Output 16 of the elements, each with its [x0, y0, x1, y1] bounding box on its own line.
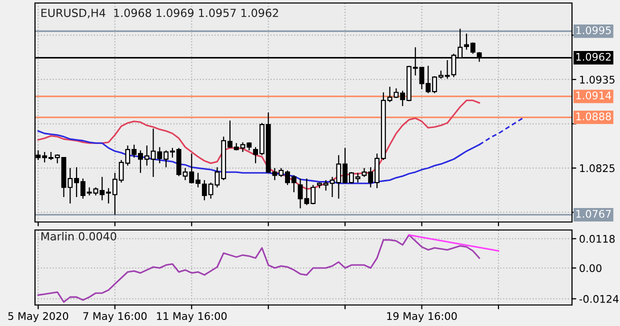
ref-line-label: 1.0914 — [576, 92, 612, 100]
y-tick-label: -0.0124 — [579, 295, 619, 303]
x-tick-label: 11 May 16:00 — [157, 312, 227, 322]
y-tick-label: 0.00 — [580, 264, 602, 272]
y-tick-label: 1.0825 — [580, 164, 614, 172]
ref-line-label: 1.0962 — [576, 52, 611, 61]
x-tick-label: 5 May 2020 — [8, 312, 68, 322]
x-tick-label: 19 May 16:00 — [387, 312, 457, 322]
ref-line-label: 1.0995 — [576, 26, 611, 34]
chart-title: Marlin 0.0040 — [41, 232, 116, 240]
y-tick-label: 1.0935 — [580, 76, 614, 84]
chart-title: EURUSD,H4 1.0968 1.0969 1.0957 1.0962 — [41, 8, 278, 18]
x-tick-label: 7 May 16:00 — [83, 312, 147, 322]
ref-line-label: 1.0767 — [576, 210, 611, 218]
y-tick-label: 0.0118 — [580, 234, 615, 243]
ref-line-label: 1.0888 — [576, 112, 611, 120]
